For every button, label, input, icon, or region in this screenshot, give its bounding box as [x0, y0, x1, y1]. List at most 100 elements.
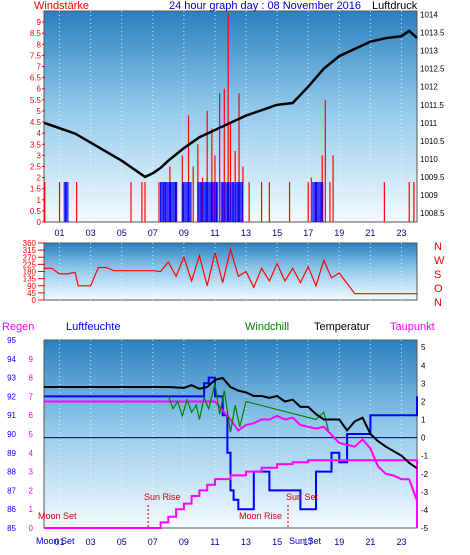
- temp-tick-label: 4: [421, 361, 426, 370]
- rain-tick-label: 7: [29, 392, 34, 401]
- humidity-tick-label: 90: [7, 430, 16, 439]
- wind-tick-label: 0.5: [30, 207, 42, 216]
- wind-tick-label: 2.5: [30, 162, 42, 171]
- event-sun-rise-label: Sun Rise: [144, 492, 181, 502]
- rain-tick-label: 2: [29, 486, 34, 495]
- hour-label-top: 01: [55, 228, 65, 238]
- hour-label-bottom: 09: [179, 537, 189, 547]
- direction-letter: W: [434, 255, 445, 267]
- series-regen: [44, 459, 418, 529]
- wind-tick-label: 7: [37, 63, 42, 72]
- humidity-tick-label: 91: [7, 411, 16, 420]
- direction-letter: N: [434, 297, 442, 309]
- direction-tick-label: 360: [23, 239, 37, 248]
- rain-tick-label: 6: [29, 411, 34, 420]
- wind-tick-label: 3: [37, 151, 42, 160]
- pressure-tick-label: 1013.5: [420, 29, 445, 38]
- pressure-tick-label: 1008.5: [420, 209, 445, 218]
- hour-label-bottom: 21: [365, 537, 375, 547]
- direction-letter: S: [434, 269, 441, 281]
- temp-tick-label: 3: [421, 379, 426, 388]
- humidity-tick-label: 89: [7, 449, 16, 458]
- humidity-tick-label: 94: [7, 355, 16, 364]
- direction-tick-label: 135: [23, 275, 37, 284]
- hour-label-bottom: 23: [396, 537, 406, 547]
- hour-label-bottom: 07: [148, 537, 158, 547]
- bottom-label-left: Moon Set: [36, 536, 75, 546]
- direction-letter: O: [434, 283, 443, 295]
- rain-tick-label: 8: [29, 374, 34, 383]
- hour-label-top: 19: [334, 228, 344, 238]
- hour-label-top: 13: [241, 228, 251, 238]
- hour-label-bottom: 05: [117, 537, 127, 547]
- hour-label-top: 11: [210, 228, 219, 238]
- direction-tick-label: 270: [23, 253, 37, 262]
- pressure-tick-label: 1009: [420, 191, 438, 200]
- wind-tick-label: 4.5: [30, 118, 42, 127]
- temp-tick-label: 0: [421, 434, 426, 443]
- hour-label-top: 17: [303, 228, 313, 238]
- hour-label-top: 07: [148, 228, 158, 238]
- graph-title: 24 hour graph day : 08 November 2016: [169, 0, 361, 12]
- pressure-tick-label: 1013: [420, 47, 438, 56]
- temp-tick-label: -4: [421, 506, 429, 515]
- hour-label-top: 15: [272, 228, 282, 238]
- rain-tick-label: 9: [29, 355, 34, 364]
- hour-label-bottom: 15: [272, 537, 282, 547]
- humidity-tick-label: 95: [7, 336, 16, 345]
- humidity-tick-label: 93: [7, 374, 16, 383]
- legend-temperature: Temperatur: [314, 321, 370, 333]
- legend-humidity: Luftfeuchte: [66, 321, 120, 333]
- legend-windchill: Windchill: [245, 321, 289, 333]
- panel-direction-bg: [43, 242, 418, 301]
- direction-tick-label: 225: [23, 260, 37, 269]
- direction-line: [44, 246, 417, 295]
- temp-tick-label: 5: [421, 343, 426, 352]
- humidity-tick-label: 85: [7, 524, 16, 533]
- direction-tick-label: 90: [27, 282, 36, 291]
- pressure-tick-label: 1014: [420, 11, 438, 20]
- temp-tick-label: -5: [421, 524, 429, 533]
- pressure-tick-label: 1012.5: [420, 65, 445, 74]
- axis-layer: 0101030305050707090911111313151517171919…: [7, 11, 445, 547]
- rain-tick-label: 0: [29, 524, 34, 533]
- pressure-tick-label: 1012: [420, 83, 438, 92]
- pressure-tick-label: 1011.5: [420, 101, 444, 110]
- wind-tick-label: 4: [37, 129, 42, 138]
- hour-label-bottom: 19: [334, 537, 344, 547]
- direction-tick-label: 0: [32, 296, 37, 305]
- wind-tick-label: 1.5: [30, 185, 42, 194]
- temp-tick-label: 2: [421, 397, 426, 406]
- wind-tick-label: 6.5: [30, 74, 42, 83]
- wind-tick-label: 5.5: [30, 96, 42, 105]
- legend-dewpoint: Taupunkt: [390, 321, 435, 333]
- hour-label-bottom: 01: [55, 537, 65, 547]
- humidity-tick-label: 88: [7, 468, 16, 477]
- hour-label-top: 03: [86, 228, 96, 238]
- wind-axis-title: Windstärke: [34, 0, 89, 12]
- series-windchill: [167, 383, 329, 433]
- humidity-tick-label: 92: [7, 392, 16, 401]
- humidity-tick-label: 86: [7, 505, 16, 514]
- direction-letter: N: [434, 241, 442, 253]
- series-taupunkt: [44, 400, 418, 502]
- direction-tick-label: 315: [23, 246, 37, 255]
- temp-tick-label: -2: [421, 470, 429, 479]
- temp-tick-label: -1: [421, 452, 429, 461]
- hour-label-top: 21: [365, 228, 375, 238]
- pressure-axis-title: Luftdruck: [372, 0, 418, 12]
- series-luftfeuchte: [44, 376, 418, 511]
- wind-tick-label: 0: [37, 218, 42, 227]
- wind-tick-label: 8.5: [30, 29, 42, 38]
- event-sun-set-label: Sun Set: [286, 492, 319, 502]
- pressure-tick-label: 1010: [420, 155, 438, 164]
- hour-label-bottom: 13: [241, 537, 251, 547]
- hour-label-bottom: 17: [303, 537, 313, 547]
- event-moon-set-label: Moon Set: [38, 511, 77, 521]
- hour-label-top: 05: [117, 228, 127, 238]
- temp-tick-label: -3: [421, 488, 429, 497]
- hour-label-bottom: 03: [86, 537, 96, 547]
- wind-tick-label: 5: [37, 107, 42, 116]
